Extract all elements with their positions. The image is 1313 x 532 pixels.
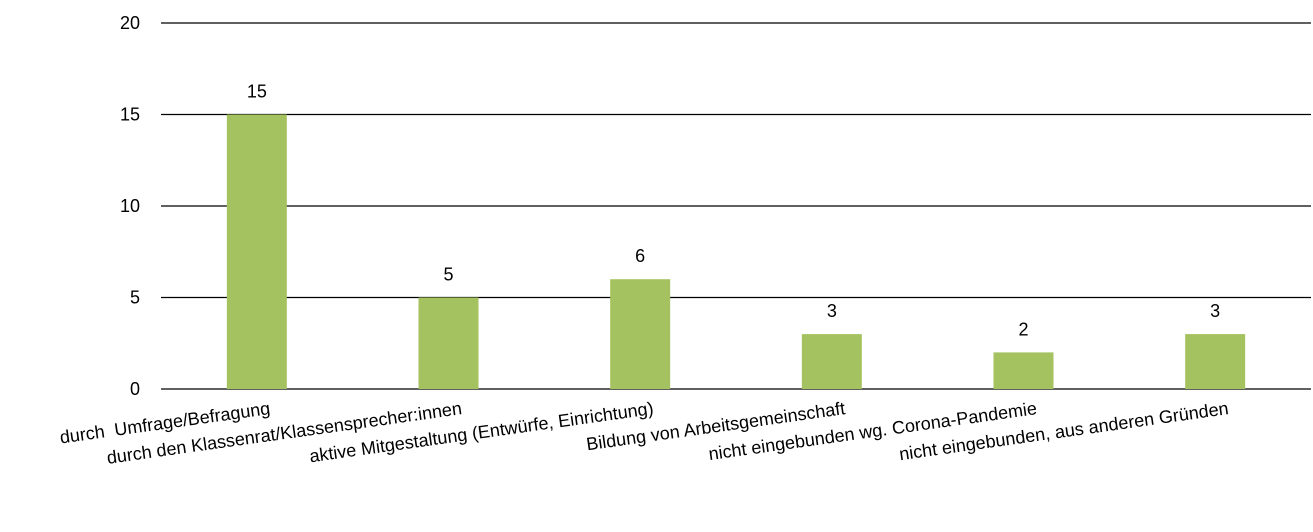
data-label: 5 xyxy=(443,265,453,285)
data-label: 6 xyxy=(635,246,645,266)
data-label: 2 xyxy=(1018,319,1028,339)
bar xyxy=(610,279,671,389)
bar xyxy=(801,334,862,389)
bar xyxy=(226,114,287,389)
bar xyxy=(993,352,1054,389)
bar xyxy=(1185,334,1246,389)
y-tick-label: 5 xyxy=(130,288,140,308)
bar xyxy=(418,297,479,389)
y-tick-label: 10 xyxy=(120,196,140,216)
data-label: 3 xyxy=(827,301,837,321)
data-label: 15 xyxy=(247,82,267,102)
y-tick-label: 15 xyxy=(120,105,140,125)
data-label: 3 xyxy=(1210,301,1220,321)
y-tick-label: 20 xyxy=(120,13,140,33)
x-tick-label: nicht eingebunden, aus anderen Gründen xyxy=(898,398,1230,464)
y-tick-label: 0 xyxy=(130,379,140,399)
